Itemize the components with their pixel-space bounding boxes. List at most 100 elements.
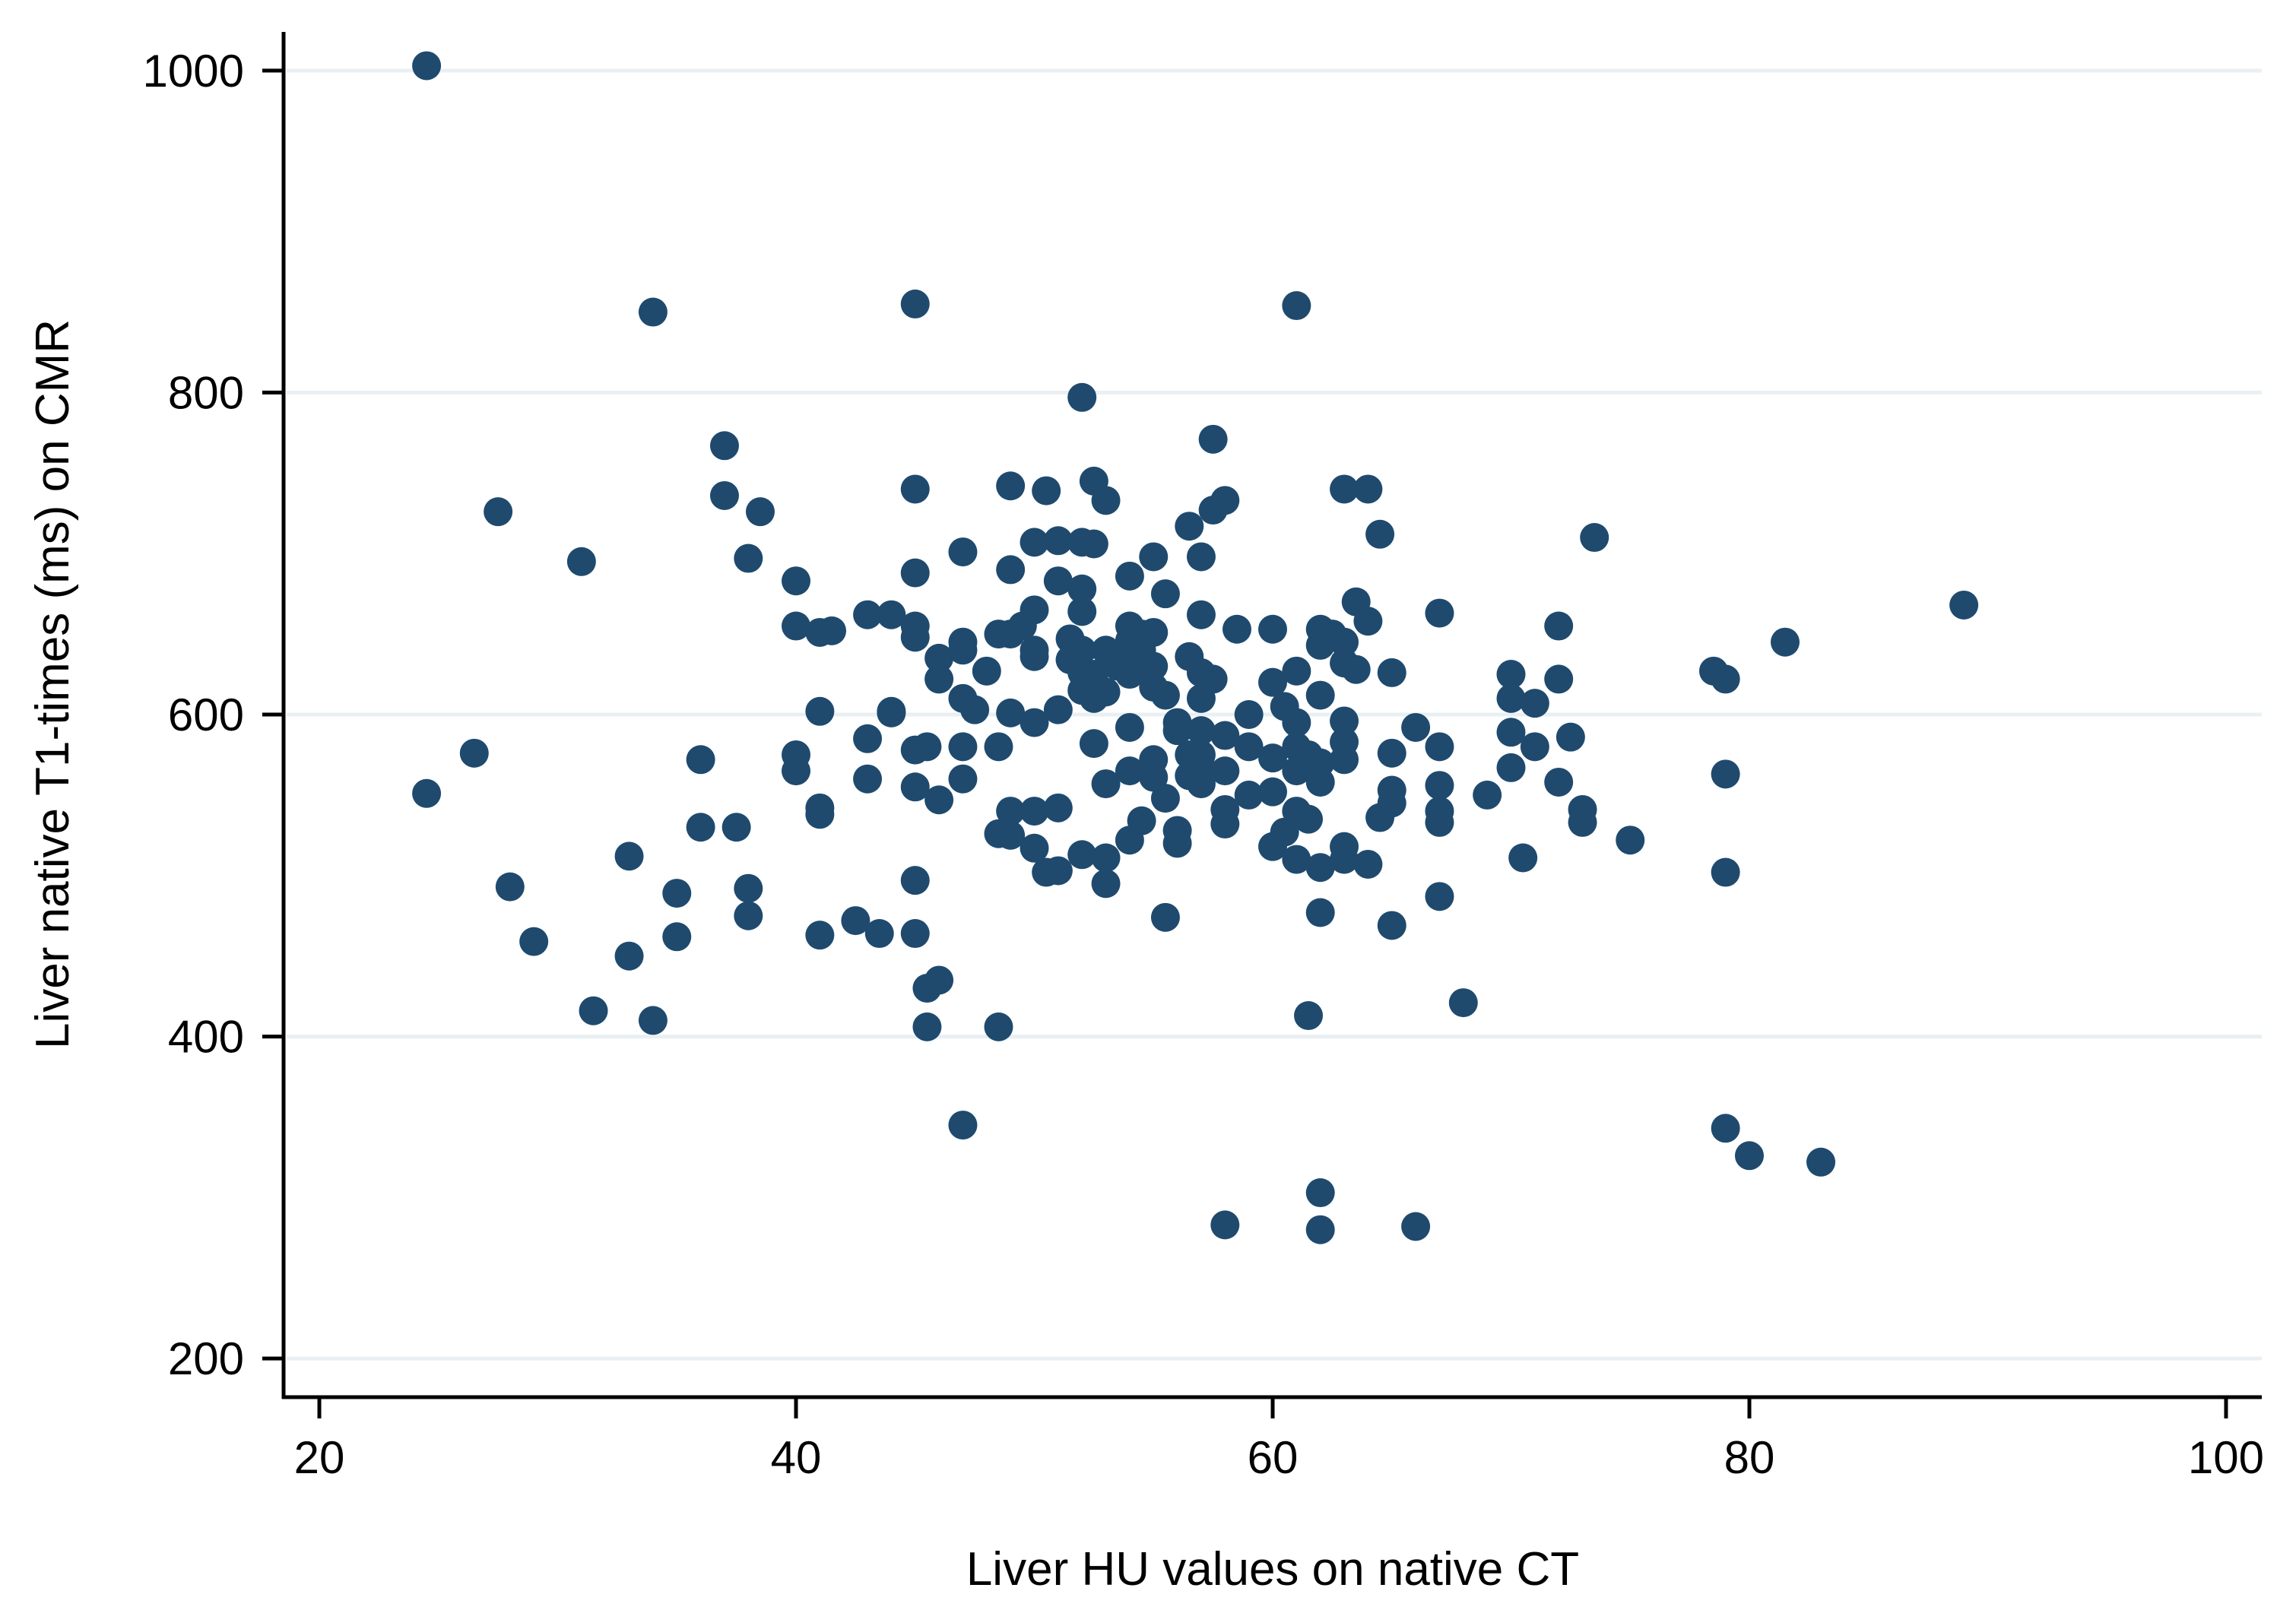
x-tick-label-100: 100 [2188, 1432, 2264, 1483]
data-point [1020, 528, 1049, 557]
data-point [900, 919, 930, 949]
data-point [1401, 712, 1431, 742]
data-point [864, 919, 894, 949]
data-point [1353, 607, 1383, 636]
data-point [1127, 806, 1156, 835]
data-point [1139, 542, 1169, 572]
data-point [1258, 743, 1287, 773]
data-point [1305, 1215, 1335, 1244]
data-point [1377, 738, 1406, 768]
data-point [709, 480, 739, 510]
data-point [1711, 759, 1740, 789]
data-point [1305, 1178, 1335, 1208]
data-point [1234, 700, 1264, 729]
data-point [1377, 788, 1406, 818]
data-point [1186, 716, 1216, 746]
data-point [996, 471, 1026, 501]
data-point [782, 756, 811, 786]
data-point [1079, 529, 1108, 559]
data-point [1949, 590, 1979, 620]
data-point [1305, 767, 1335, 797]
data-point [1150, 680, 1180, 710]
data-point [853, 764, 883, 794]
data-point [1091, 677, 1121, 707]
data-point [1210, 1210, 1240, 1240]
data-point [1258, 777, 1287, 807]
data-point [1020, 797, 1049, 826]
data-point [1520, 732, 1549, 762]
data-point [1258, 614, 1287, 644]
y-axis-title: Liver native T1-times (ms) on CMR [27, 319, 79, 1049]
data-point [996, 797, 1026, 826]
data-point [1270, 817, 1299, 847]
data-point [900, 623, 930, 652]
data-point [519, 927, 549, 956]
data-point [1234, 780, 1264, 810]
data-point [734, 873, 763, 903]
data-point [805, 921, 835, 950]
data-point [412, 778, 442, 808]
data-point [900, 558, 930, 588]
data-point [996, 555, 1026, 585]
data-point [1175, 512, 1204, 541]
data-point [1496, 660, 1526, 689]
data-point [1067, 635, 1097, 665]
data-point [1020, 708, 1049, 737]
data-point [948, 1111, 978, 1140]
data-point [734, 544, 763, 573]
data-point [1496, 753, 1526, 782]
data-point [1091, 769, 1121, 799]
ticks: 200 400 600 800 1000 20 40 60 80 100 [143, 46, 2265, 1483]
data-point [1043, 856, 1073, 886]
data-point [1043, 695, 1073, 724]
data-point [1294, 804, 1324, 834]
data-point [1330, 845, 1359, 874]
data-point [1150, 579, 1180, 609]
data-point [1425, 882, 1454, 911]
data-point [566, 547, 596, 576]
data-point [1425, 771, 1454, 800]
data-point [745, 497, 775, 527]
data-point [1020, 595, 1049, 625]
data-point [686, 813, 715, 842]
data-point [912, 732, 942, 762]
data-point [996, 698, 1026, 727]
data-point [1091, 869, 1121, 898]
data-point [1544, 611, 1574, 641]
x-tick-label-40: 40 [771, 1432, 822, 1483]
data-point [1401, 1212, 1431, 1241]
data-point [1353, 474, 1383, 504]
data-point [1150, 784, 1180, 813]
data-point [1091, 843, 1121, 873]
data-point [1330, 706, 1359, 736]
data-point [484, 497, 513, 527]
data-point [638, 1006, 668, 1035]
y-tick-label-600: 600 [168, 689, 244, 740]
data-point [853, 600, 883, 629]
data-point [1330, 474, 1359, 504]
data-point [912, 1012, 942, 1041]
data-point [782, 566, 811, 596]
data-point [924, 643, 954, 673]
y-tick-label-800: 800 [168, 367, 244, 418]
data-point [1067, 597, 1097, 626]
data-point [1353, 849, 1383, 879]
data-point [1032, 476, 1061, 506]
data-point [805, 800, 835, 829]
data-point [1580, 523, 1609, 553]
data-point [948, 537, 978, 567]
data-point [734, 901, 763, 930]
data-point [924, 664, 954, 694]
data-point [817, 616, 847, 645]
data-point [1305, 680, 1335, 710]
data-point [1139, 617, 1169, 647]
data-point [805, 696, 835, 726]
data-point [1020, 833, 1049, 863]
data-point [662, 922, 692, 952]
data-point [1496, 683, 1526, 713]
data-point [1210, 756, 1240, 786]
data-point [1043, 793, 1073, 822]
data-point [1806, 1147, 1836, 1177]
data-point [984, 1012, 1013, 1041]
